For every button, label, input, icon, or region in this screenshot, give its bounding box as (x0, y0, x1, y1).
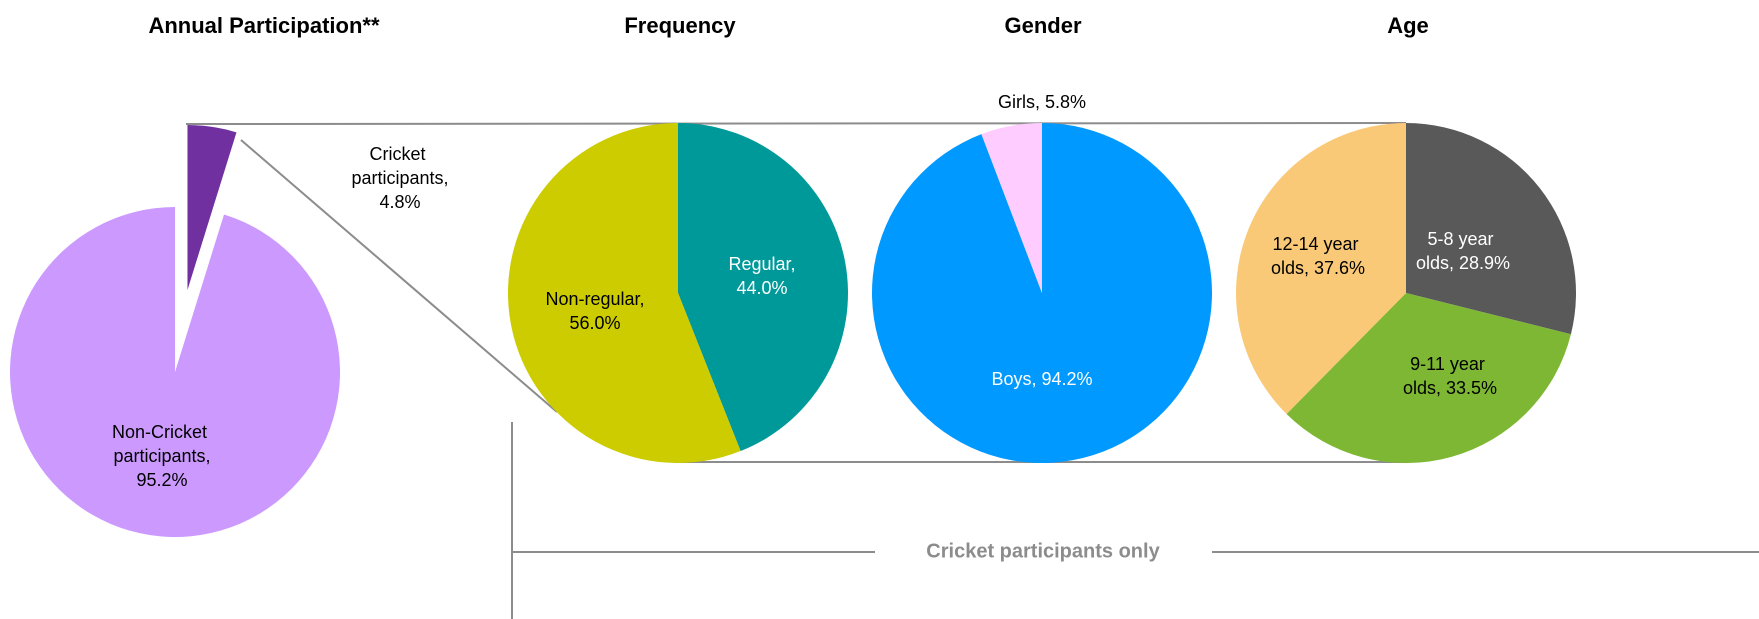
connector (240, 139, 558, 413)
category-label: 9-11 year olds (1403, 354, 1490, 398)
chart-title: Gender (1004, 13, 1081, 38)
pie-slice (187, 124, 237, 290)
data-label: Boys, 94.2% (991, 369, 1092, 389)
value-label: 56.0% (569, 313, 620, 333)
category-label: Non-Cricket participants (112, 422, 212, 466)
category-label: Cricket participants (351, 144, 443, 188)
category-label: Boys (991, 369, 1031, 389)
data-label: Girls, 5.8% (998, 92, 1086, 112)
data-label: Cricket participants, 4.8% (351, 144, 448, 212)
annotation: Cricket participants only (926, 540, 1160, 562)
pie-slice (678, 123, 849, 452)
value-label: 94.2% (1037, 369, 1093, 389)
value-label: 44.0% (736, 278, 787, 298)
category-label: Non-regular (545, 289, 640, 309)
pie-slice (1406, 123, 1576, 335)
chart-title: Age (1387, 13, 1429, 38)
chart-title: Frequency (624, 13, 736, 38)
category-label: Girls (998, 92, 1035, 112)
pie-slice (9, 207, 340, 537)
pie-slice (1286, 293, 1571, 463)
value-label: 28.9% (1454, 253, 1510, 273)
value-label: 37.6% (1309, 258, 1365, 278)
category-label: Regular (728, 254, 791, 274)
connector (185, 122, 1407, 125)
pie-slice (508, 123, 741, 463)
category-label: 5-8 year olds (1416, 229, 1499, 273)
value-label: 33.5% (1441, 378, 1497, 398)
value-label: 95.2% (136, 470, 187, 490)
category-label: 12-14 year olds (1271, 234, 1364, 278)
pie-slice (1236, 122, 1406, 414)
value-label: 5.8% (1040, 92, 1086, 112)
chart-title: Annual Participation** (148, 13, 379, 38)
value-label: 4.8% (379, 192, 420, 212)
pie-slice (981, 123, 1042, 293)
